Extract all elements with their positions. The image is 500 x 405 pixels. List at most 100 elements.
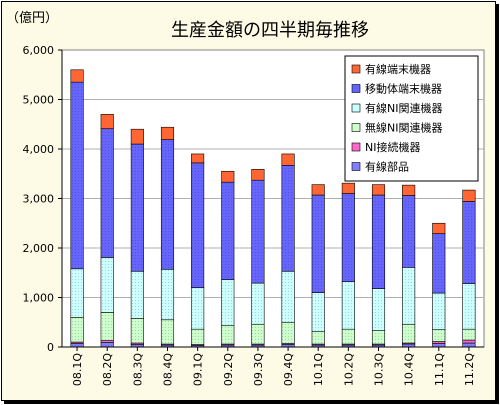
legend-label: 無線NI関連機器: [365, 121, 442, 135]
legend-box: [344, 55, 479, 182]
unit-label: （億円）: [6, 10, 58, 26]
bar-segment: [70, 69, 84, 83]
bar-segment: [160, 268, 175, 321]
legend-label: NI接続機器: [365, 140, 420, 154]
legend-swatch: [351, 103, 361, 113]
bar-segment: [191, 162, 205, 288]
bar-segment: [130, 128, 144, 145]
legend-label: 有線端末機器: [365, 62, 431, 76]
x-tick-label: 08.1Q: [71, 353, 84, 386]
bar-segment: [221, 279, 235, 327]
x-tick-label: 08.2Q: [101, 353, 114, 386]
bar-segment: [311, 331, 325, 345]
x-axis: 08.1Q 08.2Q 08.3Q 08.4Q 09.1Q 09.2Q 09.3Q 09.4Q…: [62, 346, 484, 386]
bar-segment: [100, 114, 114, 130]
legend-label: 移動体端末機器: [365, 82, 442, 96]
x-tick-label: 11.1Q: [433, 353, 446, 386]
bar-segment: [341, 281, 355, 330]
bar-segment: [462, 189, 476, 202]
bar-segment: [462, 201, 476, 284]
bar-segment: [281, 321, 295, 344]
legend-swatch: [351, 123, 361, 132]
bar-segment: [251, 282, 265, 325]
bar-segment: [371, 184, 386, 196]
bar-segment: [160, 139, 175, 270]
bar-segment: [462, 339, 476, 344]
legend-swatch: [351, 162, 361, 171]
bar-segment: [311, 184, 325, 196]
bar-segment: [100, 128, 114, 258]
chart-title: 生産金額の四半期毎推移: [171, 20, 369, 41]
bar-segment: [462, 328, 476, 341]
bar-segment: [402, 323, 416, 344]
bar-segment: [462, 283, 476, 330]
x-tick-label: 10.2Q: [342, 353, 355, 386]
bar-segment: [251, 168, 265, 181]
bar-segment: [371, 288, 386, 331]
legend-label: 有線部品: [365, 160, 409, 174]
bar-segment: [191, 287, 205, 330]
y-tick-label: 2,000: [23, 242, 55, 255]
x-tick-label: 11.2Q: [463, 353, 476, 386]
x-tick-label: 09.1Q: [192, 353, 205, 386]
y-tick-label: 0: [47, 341, 54, 354]
x-tick-label: 09.4Q: [282, 353, 295, 386]
y-tick-label: 5,000: [23, 94, 55, 107]
bar-segment: [462, 342, 476, 348]
bar-segment: [160, 126, 175, 140]
y-tick-label: 3,000: [23, 193, 55, 206]
x-tick-label: 10.4Q: [403, 353, 416, 386]
bar-segment: [311, 194, 325, 293]
bar-segment: [251, 323, 265, 345]
bar-segment: [100, 312, 114, 341]
x-tick-label: 09.3Q: [252, 353, 265, 386]
y-tick-label: 1,000: [23, 292, 55, 305]
bar-segment: [130, 143, 144, 272]
y-tick-label: 4,000: [23, 143, 55, 156]
bar-segment: [191, 328, 205, 345]
bar-segment: [70, 268, 84, 318]
bar-segment: [100, 342, 114, 348]
legend-swatch: [351, 84, 361, 93]
bar-segment: [130, 317, 144, 344]
legend-swatch: [351, 142, 361, 152]
bar-segment: [221, 181, 235, 280]
bar-segment: [130, 270, 144, 319]
legend-swatch: [351, 64, 361, 74]
bar-segment: [402, 195, 416, 268]
x-tick-label: 08.4Q: [162, 353, 175, 386]
bar-segment: [281, 165, 295, 272]
bar-segment: [432, 343, 446, 348]
bar-segment: [70, 81, 84, 270]
bar-segment: [432, 233, 446, 294]
bar-segment: [191, 153, 205, 164]
y-axis: 0 1,000 2,000 3,000 4,000 5,000 6,000: [23, 44, 63, 354]
bar-segment: [371, 330, 386, 345]
bar-segment: [70, 316, 84, 343]
bar-segment: [371, 194, 386, 289]
x-tick-label: 09.2Q: [222, 353, 235, 386]
bar-segment: [160, 319, 175, 345]
bar-segment: [221, 170, 235, 183]
x-tick-label: 10.1Q: [312, 353, 325, 386]
bar-segment: [341, 182, 355, 194]
bar-segment: [432, 292, 446, 330]
bar-segment: [221, 325, 235, 345]
bar-segment: [281, 153, 295, 166]
bar-segment: [402, 184, 416, 196]
bar-segment: [281, 270, 295, 323]
bar-segment: [432, 222, 446, 234]
bar-segment: [341, 328, 355, 345]
x-tick-label: 10.3Q: [373, 353, 386, 386]
bar-segment: [402, 267, 416, 325]
y-tick-label: 6,000: [23, 44, 55, 57]
bar-segment: [70, 343, 84, 348]
x-tick-label: 08.3Q: [131, 353, 144, 386]
legend-label: 有線NI関連機器: [365, 101, 442, 115]
bar-segment: [311, 292, 325, 332]
bar-segment: [251, 179, 265, 284]
bar-segment: [100, 257, 114, 313]
bar-segment: [432, 329, 446, 342]
